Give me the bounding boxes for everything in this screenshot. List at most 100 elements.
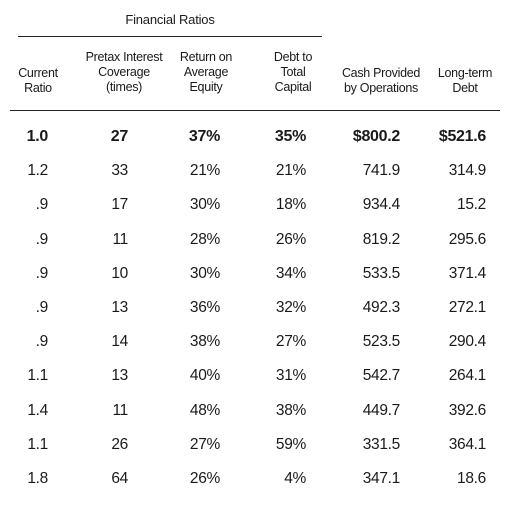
table-cell: 33: [111, 162, 128, 180]
table-cell: 13: [111, 367, 128, 385]
header-line: Ratio: [24, 81, 52, 95]
table-cell: 34%: [275, 264, 306, 282]
table-cell: 26: [111, 435, 128, 453]
table-cell: .9: [35, 196, 49, 214]
header-line: Pretax Interest: [85, 50, 163, 64]
table-cell: 11: [112, 230, 129, 248]
table-cell: 27%: [275, 333, 306, 351]
table-cell: 15.2: [457, 196, 486, 214]
table-cell: 59%: [275, 435, 306, 453]
table-cell: .9: [35, 230, 49, 248]
table-cell: 1.1: [27, 435, 48, 453]
table-row: 1.4 11 48% 38% 449.7 392.6: [0, 402, 512, 426]
table-cell: 17: [111, 196, 128, 214]
table-row: .9 14 38% 27% 523.5 290.4: [0, 333, 512, 357]
table-row: 1.8 64 26% 4% 347.1 18.6: [0, 470, 512, 494]
table-cell: 10: [111, 264, 128, 282]
table-cell: 40%: [189, 367, 220, 385]
table-cell: 13: [111, 299, 128, 316]
table-row: .9 17 30% 18% 934.4 15.2: [0, 196, 512, 220]
header-line: (times): [105, 80, 143, 94]
header-long-term-debt: Long-term Debt: [432, 66, 498, 96]
header-line: Current: [18, 66, 58, 80]
table-cell: $521.6: [438, 128, 486, 145]
table-cell: 26%: [189, 470, 220, 487]
table-cell: 364.1: [448, 435, 487, 453]
table-cell: 30%: [189, 264, 220, 282]
table-cell: 1.1: [27, 367, 48, 385]
table-cell: 347.1: [362, 470, 401, 487]
table-cell: 38%: [189, 333, 220, 351]
table-row: 1.1 26 27% 59% 331.5 364.1: [0, 436, 512, 460]
table-cell: 18%: [275, 196, 306, 214]
header-cash-provided-by-operations: Cash Provided by Operations: [338, 66, 424, 96]
table-cell: 32%: [275, 299, 306, 316]
table-cell: 1.8: [27, 470, 48, 487]
group-title-rule: [18, 36, 322, 37]
header-line: Total: [280, 65, 306, 79]
header-return-on-average-equity: Return on Average Equity: [170, 50, 242, 95]
table-cell: .9: [35, 264, 49, 282]
header-current-ratio: Current Ratio: [8, 66, 68, 96]
table-row: .9 10 30% 34% 533.5 371.4: [0, 265, 512, 289]
table-cell: 36%: [189, 299, 220, 316]
header-line: Debt: [452, 81, 478, 95]
table-cell: 290.4: [448, 333, 487, 351]
header-line: by Operations: [344, 81, 418, 95]
table-cell: 272.1: [448, 299, 487, 316]
table-cell: 48%: [189, 401, 220, 419]
header-pretax-interest-coverage: Pretax Interest Coverage (times): [80, 50, 168, 95]
table-cell: 21%: [189, 162, 220, 180]
table-cell: 331.5: [362, 435, 401, 453]
table-cell: 392.6: [448, 401, 487, 419]
header-line: Cash Provided: [341, 66, 421, 80]
header-debt-to-total-capital: Debt to Total Capital: [262, 50, 324, 95]
header-line: Long-term: [437, 66, 493, 80]
table-row: 1.1 13 40% 31% 542.7 264.1: [0, 367, 512, 391]
table-cell: 11: [112, 401, 129, 419]
table-cell: 27: [110, 128, 129, 145]
table-row: 1.0 27 37% 35% $800.2 $521.6: [0, 128, 512, 152]
table-cell: 533.5: [362, 264, 401, 282]
header-line: Coverage: [98, 65, 150, 79]
header-line: Debt to: [273, 50, 313, 64]
table-row: .9 13 36% 32% 492.3 272.1: [0, 299, 512, 323]
table-cell: 449.7: [362, 401, 401, 419]
table-cell: 542.7: [362, 367, 401, 385]
table-cell: 741.9: [362, 162, 401, 180]
table-row: .9 11 28% 26% 819.2 295.6: [0, 231, 512, 255]
table-cell: 4%: [284, 470, 306, 487]
table-cell: 64: [111, 470, 128, 487]
table-cell: 27%: [189, 435, 220, 453]
table-cell: 14: [111, 333, 128, 351]
table-cell: 21%: [275, 162, 306, 180]
table-cell: 18.6: [457, 470, 486, 487]
group-title: Financial Ratios: [125, 12, 215, 27]
table-cell: .9: [35, 333, 49, 351]
table-cell: 30%: [189, 196, 220, 214]
table-cell: 1.2: [27, 162, 48, 180]
header-line: Return on: [179, 50, 233, 64]
table-cell: 35%: [274, 128, 306, 145]
table-cell: 264.1: [448, 367, 487, 385]
table-cell: 38%: [275, 401, 306, 419]
table-cell: 819.2: [362, 230, 401, 248]
header-line: Capital: [274, 80, 312, 94]
table-cell: 1.0: [26, 128, 49, 145]
table-cell: 314.9: [448, 162, 487, 180]
header-line: Equity: [189, 80, 223, 94]
table-cell: 523.5: [362, 333, 401, 351]
table-cell: 295.6: [448, 230, 487, 248]
table-cell: 1.4: [27, 401, 48, 419]
table-cell: .9: [35, 299, 49, 316]
table-cell: 28%: [189, 230, 220, 248]
header-rule: [10, 110, 500, 111]
table-cell: 492.3: [362, 299, 401, 316]
table-cell: 371.4: [448, 264, 487, 282]
table-row: 1.2 33 21% 21% 741.9 314.9: [0, 162, 512, 186]
table-cell: 934.4: [362, 196, 401, 214]
table-cell: 31%: [275, 367, 306, 385]
table-cell: 37%: [188, 128, 220, 145]
header-line: Average: [183, 65, 229, 79]
